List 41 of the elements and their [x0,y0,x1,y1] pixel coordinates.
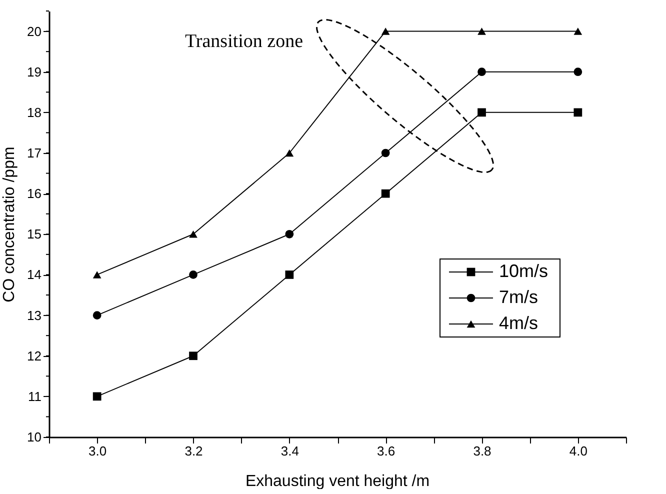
point [478,68,486,76]
annotation: Transition zone [184,31,304,52]
x-axis-title: Exhausting vent height /m [245,473,430,490]
y-tick-label: 13 [27,308,42,323]
legend-label: 4m/s [499,313,538,333]
y-axis-title: CO concentratio /ppm [1,146,18,302]
x-tick-label: 3.8 [473,444,492,458]
legend-label: 10m/s [499,261,548,281]
x-tick-label: 4.0 [569,444,588,458]
x-tick-label: 3.4 [280,444,299,458]
x-tick-label: 3.6 [377,444,396,458]
point [574,28,582,35]
y-tick-label: 11 [28,388,42,404]
y-tick-label: 16 [27,186,42,202]
y-tick-label: 18 [27,104,42,120]
x-tick-label: 3.2 [184,444,203,458]
point [381,148,390,158]
point [92,392,102,401]
point [189,230,198,238]
y-tick-label: 19 [27,64,42,80]
point [478,28,486,35]
point [285,230,294,238]
point [381,189,390,198]
y-tick-label: 17 [27,146,42,160]
point [189,352,198,360]
point [189,270,198,279]
point [285,270,294,279]
y-tick-label: 15 [27,226,42,242]
y-tick-label: 12 [27,348,42,364]
legend-label: 7m/s [499,287,538,307]
point [381,28,390,35]
y-tick-label: 20 [27,24,42,39]
point [285,149,294,157]
x-tick-label: 3.0 [88,444,107,458]
y-tick-label: 14 [27,267,42,282]
point [574,68,582,76]
point [92,311,102,320]
y-tick-label: 10 [27,430,42,444]
point [92,271,102,278]
point [478,108,486,117]
point [574,108,582,117]
